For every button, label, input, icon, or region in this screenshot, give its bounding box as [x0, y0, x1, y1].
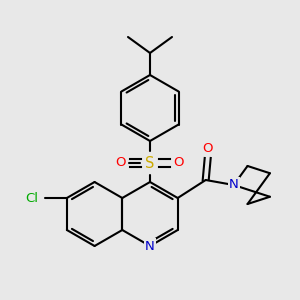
Text: O: O	[174, 157, 184, 169]
Text: Cl: Cl	[26, 191, 38, 205]
Text: N: N	[229, 178, 238, 191]
Text: O: O	[116, 157, 126, 169]
Text: O: O	[202, 142, 213, 154]
Text: S: S	[145, 155, 155, 170]
Text: N: N	[145, 239, 155, 253]
